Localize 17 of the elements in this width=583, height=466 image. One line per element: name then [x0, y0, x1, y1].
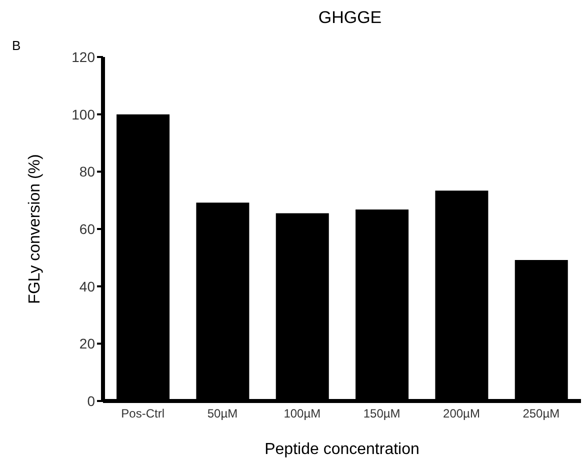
- y-tick-label: 80: [79, 164, 96, 180]
- y-tick-label: 120: [72, 48, 96, 65]
- y-tick-label: 0: [87, 392, 96, 409]
- y-tick-label: 100: [72, 106, 96, 122]
- x-tick-label: 150µM: [363, 406, 400, 421]
- y-tick-label: 20: [79, 336, 96, 352]
- x-axis-title: Peptide concentration: [264, 441, 420, 458]
- y-tick-label: 40: [79, 278, 96, 294]
- text: B: [12, 38, 21, 53]
- x-tick-label: 250µM: [522, 406, 560, 421]
- y-tick-label: 60: [79, 220, 96, 237]
- x-tick-label: 50µM: [207, 406, 238, 421]
- y-axis-title: FGLy conversion (%): [26, 154, 44, 304]
- chart-title: GHGGE: [317, 8, 383, 28]
- x-tick-label: 200µM: [443, 406, 480, 421]
- x-tick-label: 100µM: [284, 406, 321, 421]
- x-tick-label: Pos-Ctrl: [121, 406, 165, 421]
